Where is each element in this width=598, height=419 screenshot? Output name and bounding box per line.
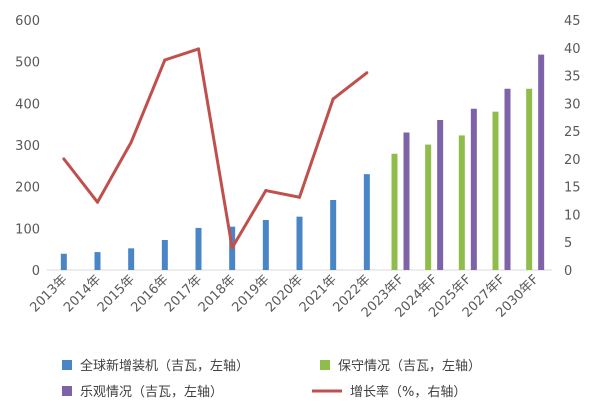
growth-rate-point [96, 200, 99, 204]
bar-conservative [458, 135, 465, 270]
bar-conservative [526, 88, 533, 270]
y-left-tick-label: 0 [32, 264, 40, 279]
y-left-tick-label: 200 [15, 181, 40, 196]
bar-conservative [391, 153, 398, 270]
legend-label: 保守情况（吉瓦，左轴） [338, 359, 481, 374]
bar-installed [128, 248, 135, 270]
y-left-tick-label: 300 [15, 139, 40, 154]
y-right-tick-label: 40 [564, 42, 581, 57]
bar-installed [161, 240, 168, 270]
bar-installed [296, 216, 303, 270]
bar-optimistic [470, 108, 477, 270]
bar-installed [195, 227, 202, 270]
bar-installed [330, 200, 337, 270]
bar-conservative [492, 111, 499, 271]
y-right-tick-label: 20 [564, 153, 581, 168]
growth-rate-point [129, 140, 133, 144]
bar-installed [262, 220, 269, 270]
growth-rate-point [365, 71, 369, 75]
growth-rate-point [197, 47, 200, 51]
bar-conservative [425, 144, 432, 270]
legend-swatch [320, 360, 330, 370]
y-right-tick-label: 25 [564, 125, 581, 140]
y-right-tick-label: 10 [564, 208, 581, 223]
growth-rate-point [264, 189, 268, 193]
y-right-tick-label: 35 [564, 70, 581, 85]
growth-rate-point [163, 58, 167, 62]
bar-installed [60, 253, 67, 270]
y-left-tick-label: 400 [15, 97, 40, 112]
y-right-tick-label: 45 [564, 14, 581, 29]
growth-rate-point [62, 157, 66, 161]
bar-optimistic [403, 132, 410, 270]
legend-label: 全球新增装机（吉瓦，左轴） [80, 358, 249, 374]
y-right-tick-label: 0 [564, 264, 572, 279]
growth-rate-line [62, 47, 368, 250]
legend-label: 增长率（%，右轴） [350, 384, 466, 400]
growth-rate-point [331, 97, 335, 101]
legend-label: 乐观情况（吉瓦，左轴） [80, 385, 223, 400]
y-left-tick-label: 500 [15, 56, 40, 71]
growth-rate-point [230, 246, 234, 250]
y-left-tick-label: 600 [15, 14, 40, 29]
bar-optimistic [538, 54, 545, 271]
y-right-tick-label: 30 [564, 97, 581, 112]
bar-installed [363, 174, 370, 270]
bar-optimistic [437, 120, 444, 270]
y-right-tick-label: 15 [564, 181, 581, 196]
bar-optimistic [504, 88, 511, 270]
y-right-tick-label: 5 [564, 236, 572, 251]
y-left-tick-label: 100 [15, 222, 40, 237]
bar-installed [94, 252, 101, 270]
legend-swatch [62, 386, 72, 396]
growth-rate-point [298, 195, 301, 199]
legend-swatch [62, 360, 72, 370]
